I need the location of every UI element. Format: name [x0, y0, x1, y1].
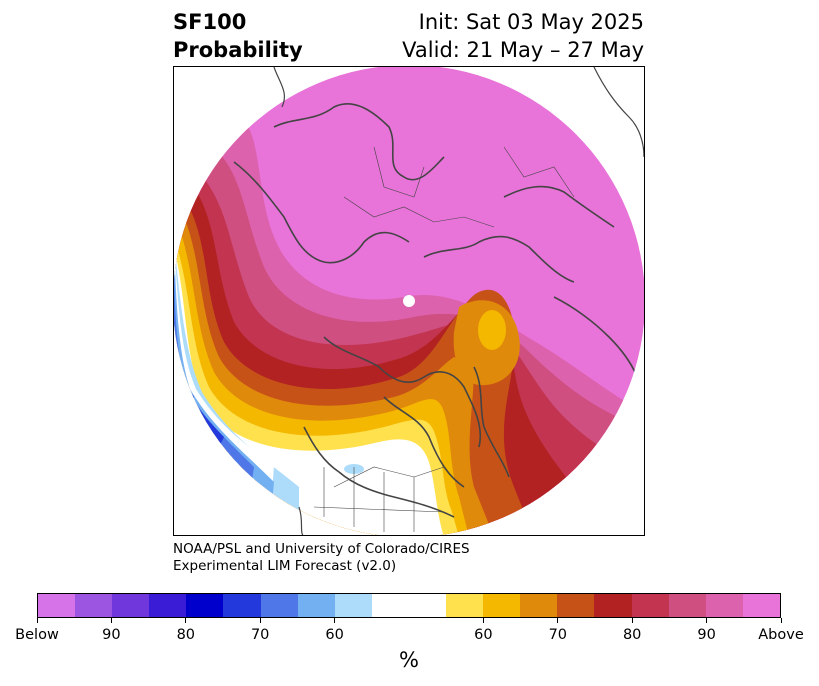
map-title: SF100 Probability	[173, 8, 303, 64]
forecast-dates: Init: Sat 03 May 2025 Valid: 21 May – 27…	[402, 8, 644, 64]
colorbar-tick	[631, 618, 633, 623]
borders	[313, 146, 575, 532]
colorbar-tick-label: 60	[474, 627, 493, 643]
colorbar-tick	[185, 618, 187, 623]
colorbar-above-8	[742, 594, 780, 617]
colorbar-neutral	[371, 594, 447, 617]
colorbar-tick-label: Below	[15, 627, 59, 643]
map-panel	[173, 66, 645, 536]
colorbar-tick	[482, 618, 484, 623]
colorbar-below-5	[223, 594, 261, 617]
colorbar-tick	[110, 618, 112, 623]
polar-probability-map	[174, 67, 644, 535]
colorbar-tick-label: 70	[548, 627, 568, 643]
colorbar-tick-label: 80	[622, 627, 642, 643]
colorbar-unit: %	[399, 648, 419, 672]
colorbar-above-3	[557, 594, 595, 617]
colorbar-above-6	[668, 594, 706, 617]
colorbar-below-0	[38, 594, 76, 617]
colorbar-tick	[780, 618, 782, 623]
colorbar-tick-label: 70	[250, 627, 270, 643]
colorbar-tick-label: 60	[325, 627, 344, 643]
colorbar-above-1	[483, 594, 521, 617]
title-product: SF100	[173, 10, 247, 34]
title-type: Probability	[173, 38, 303, 62]
colorbar-tick	[334, 618, 336, 623]
colorbar-below-8	[334, 594, 372, 617]
colorbar-below-1	[75, 594, 113, 617]
colorbar-tick-label: Above	[758, 627, 804, 643]
credit-text: NOAA/PSL and University of Colorado/CIRE…	[173, 541, 470, 575]
colorbar-tick	[259, 618, 261, 623]
colorbar-below-2	[112, 594, 150, 617]
coastlines	[233, 102, 640, 518]
colorbar-tick-label: 90	[697, 627, 716, 643]
init-date: Init: Sat 03 May 2025	[418, 10, 644, 34]
colorbar-above-7	[705, 594, 743, 617]
colorbar-tick-label: 80	[176, 627, 196, 643]
colorbar-above-2	[520, 594, 558, 617]
colorbar-tick	[557, 618, 559, 623]
colorbar	[37, 593, 781, 618]
colorbar-tick	[36, 618, 38, 623]
credit-line-2: Experimental LIM Forecast (v2.0)	[173, 558, 397, 574]
colorbar-below-4	[186, 594, 224, 617]
region-hudson-amber	[478, 310, 506, 350]
credit-line-1: NOAA/PSL and University of Colorado/CIRE…	[173, 541, 470, 557]
colorbar-below-6	[260, 594, 298, 617]
colorbar-below-7	[297, 594, 335, 617]
colorbar-tick	[706, 618, 708, 623]
colorbar-tick-label: 90	[102, 627, 121, 643]
colorbar-above-4	[594, 594, 632, 617]
colorbar-below-3	[149, 594, 187, 617]
north-pole-marker	[403, 295, 415, 307]
colorbar-above-5	[631, 594, 669, 617]
colorbar-above-0	[446, 594, 484, 617]
valid-range: Valid: 21 May – 27 May	[402, 38, 644, 62]
outer-coastlines	[273, 67, 644, 535]
